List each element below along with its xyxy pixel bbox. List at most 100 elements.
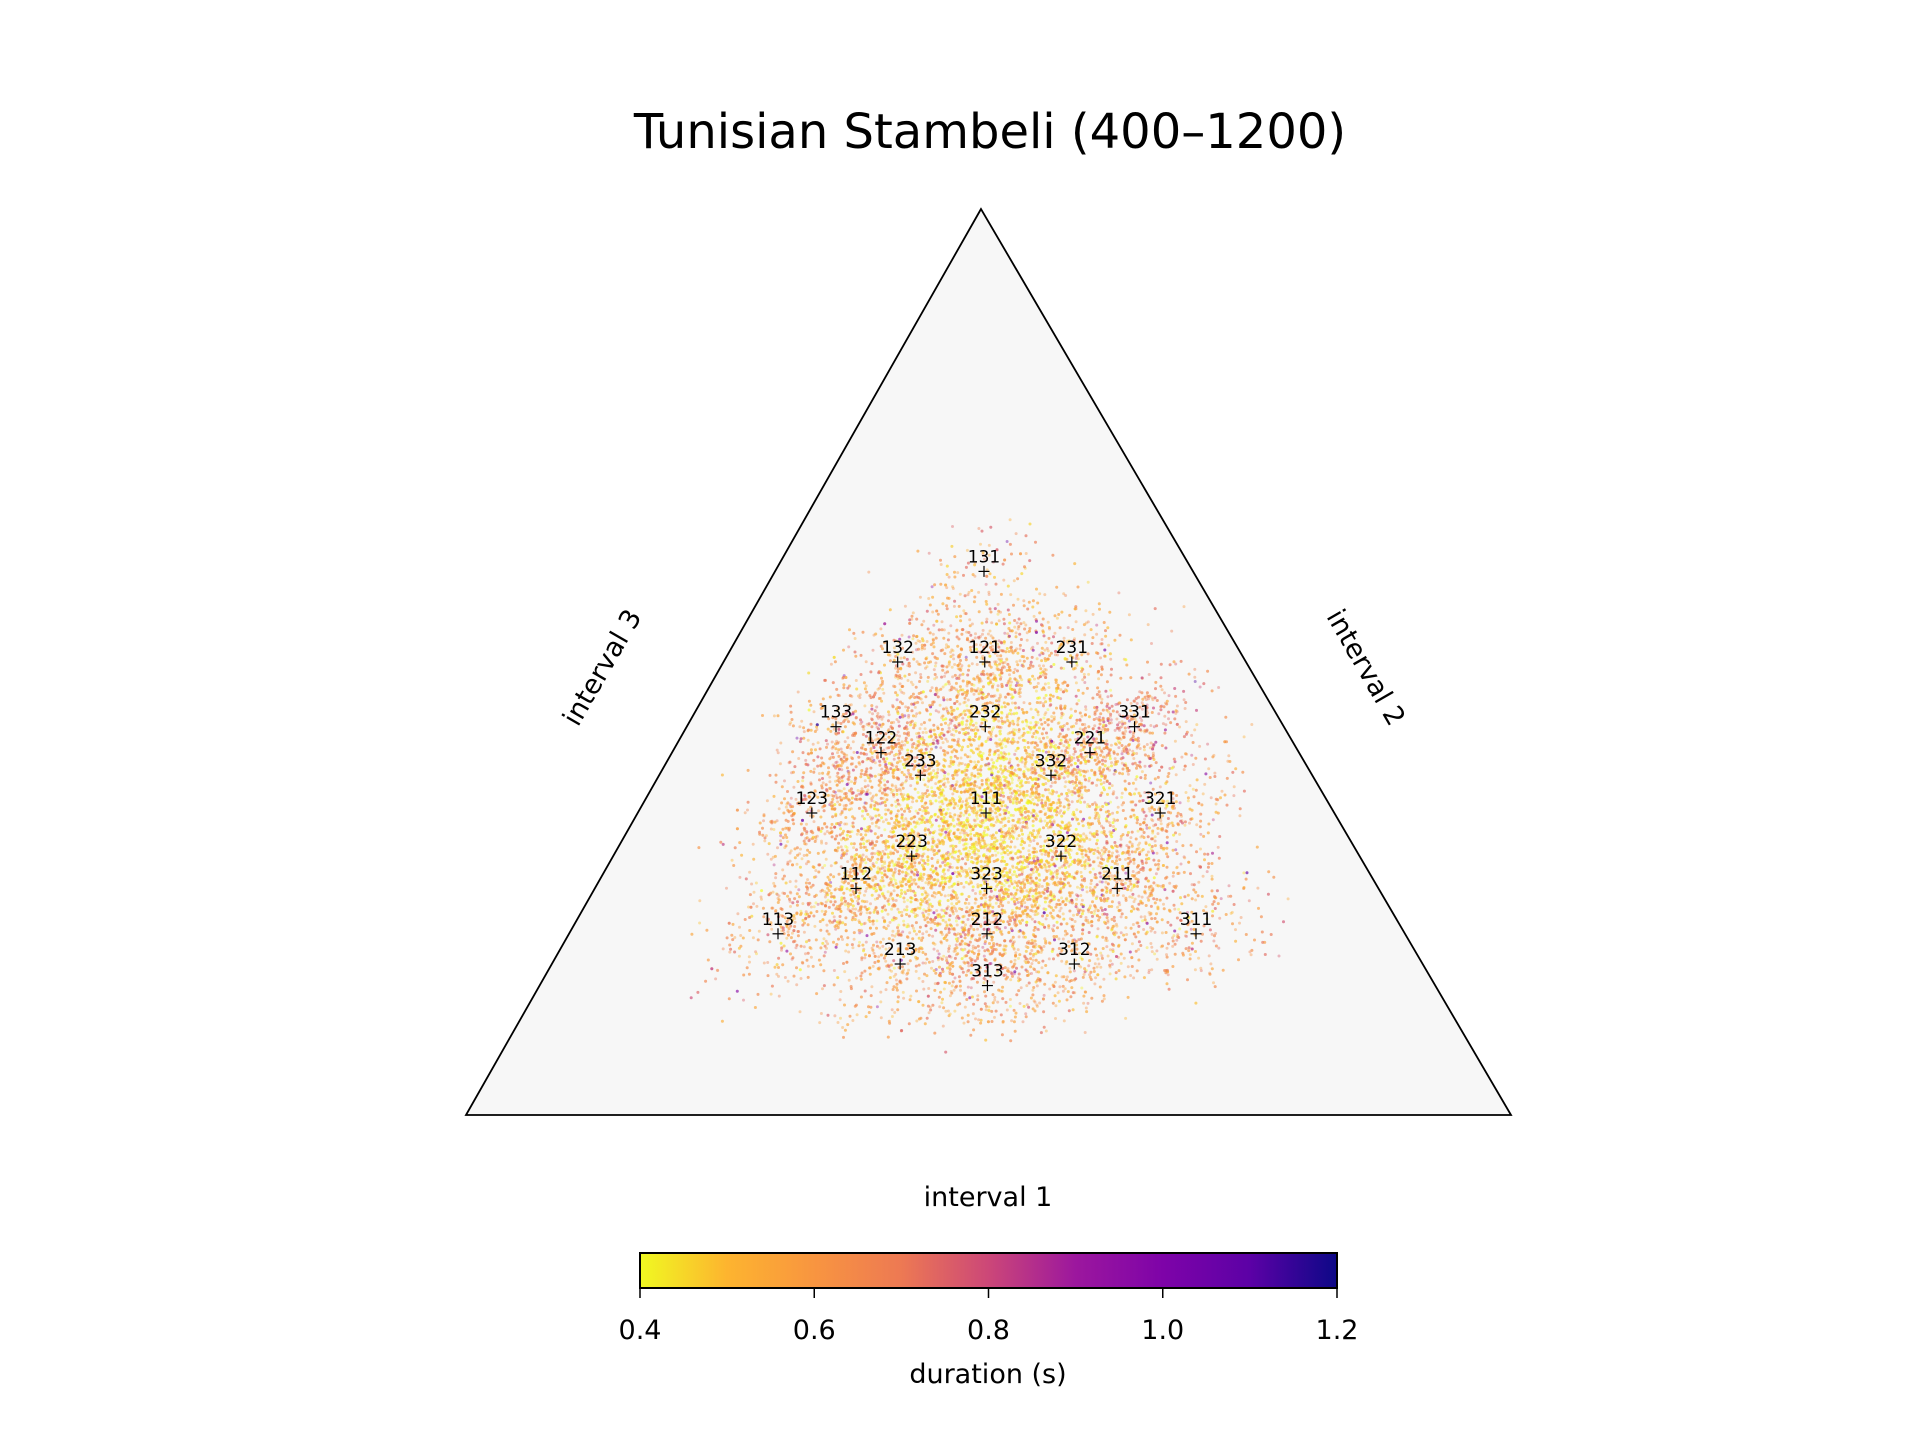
scatter-point <box>1038 835 1042 839</box>
scatter-point <box>947 575 951 579</box>
scatter-point <box>1099 854 1103 858</box>
scatter-point <box>816 902 820 906</box>
scatter-point <box>998 744 1002 748</box>
scatter-point <box>775 748 779 752</box>
scatter-point <box>858 931 862 935</box>
scatter-point <box>1009 791 1012 795</box>
scatter-point <box>990 730 994 734</box>
scatter-point <box>946 739 949 743</box>
scatter-point <box>844 949 848 953</box>
scatter-point <box>1051 871 1055 875</box>
scatter-point <box>862 893 866 897</box>
scatter-point <box>1063 903 1067 907</box>
scatter-point <box>840 809 844 813</box>
scatter-point <box>772 881 776 885</box>
scatter-point <box>926 994 930 998</box>
scatter-point <box>906 824 910 828</box>
scatter-point <box>997 753 1001 757</box>
scatter-point <box>932 738 936 742</box>
scatter-point <box>938 1005 942 1009</box>
scatter-point <box>759 895 763 899</box>
scatter-point <box>904 780 907 784</box>
scatter-point <box>946 780 950 784</box>
chart-title: Tunisian Stambeli (400–1200) <box>633 104 1346 160</box>
scatter-point <box>897 720 901 724</box>
scatter-point <box>817 772 821 775</box>
scatter-point <box>899 823 903 827</box>
scatter-point <box>947 885 951 889</box>
scatter-point <box>798 1010 802 1014</box>
scatter-point <box>945 924 949 928</box>
scatter-point <box>1068 863 1072 867</box>
scatter-point <box>970 961 974 965</box>
scatter-point <box>1119 931 1123 935</box>
scatter-point <box>926 916 929 920</box>
scatter-point <box>864 845 868 849</box>
scatter-point <box>973 819 977 823</box>
scatter-point <box>945 798 949 802</box>
scatter-point <box>937 832 941 836</box>
scatter-point <box>857 909 861 913</box>
scatter-point <box>766 852 770 856</box>
scatter-point <box>955 897 959 901</box>
scatter-point <box>1020 827 1023 831</box>
scatter-point <box>1044 811 1048 815</box>
scatter-point <box>1010 897 1014 901</box>
scatter-point <box>777 974 780 978</box>
scatter-point <box>1198 685 1202 689</box>
scatter-point <box>1155 949 1159 953</box>
scatter-point <box>975 876 979 880</box>
scatter-point <box>1108 948 1112 952</box>
scatter-point <box>930 966 933 970</box>
scatter-point <box>1110 784 1114 788</box>
scatter-point <box>956 932 960 936</box>
scatter-point <box>990 644 994 648</box>
scatter-point <box>1227 884 1231 888</box>
scatter-point <box>1013 845 1017 849</box>
scatter-point <box>809 791 813 795</box>
scatter-point <box>1000 756 1004 760</box>
scatter-point <box>894 804 898 808</box>
scatter-point <box>915 1019 919 1023</box>
scatter-point <box>1034 762 1038 765</box>
scatter-point <box>1049 817 1053 821</box>
scatter-point <box>891 929 895 933</box>
scatter-point <box>959 756 963 760</box>
scatter-point <box>823 822 826 826</box>
scatter-point <box>765 799 769 803</box>
scatter-point <box>1111 851 1114 855</box>
scatter-point <box>1147 697 1150 701</box>
scatter-point <box>1096 755 1099 759</box>
scatter-point <box>1017 817 1021 821</box>
scatter-point <box>1194 898 1198 902</box>
scatter-point <box>936 879 940 883</box>
scatter-point <box>1160 704 1164 708</box>
scatter-point <box>931 960 935 963</box>
scatter-point <box>1277 954 1281 958</box>
scatter-point <box>919 697 923 701</box>
scatter-point <box>1033 1000 1037 1004</box>
scatter-point <box>1030 771 1034 775</box>
scatter-point <box>863 921 867 925</box>
scatter-point <box>884 959 888 963</box>
scatter-point <box>1023 857 1027 861</box>
scatter-point <box>1149 867 1153 871</box>
scatter-point <box>821 866 825 870</box>
scatter-point <box>988 846 992 850</box>
scatter-point <box>849 746 853 750</box>
scatter-point <box>1102 977 1106 981</box>
scatter-point <box>1046 708 1050 712</box>
scatter-point <box>1229 911 1233 915</box>
scatter-point <box>1014 728 1018 732</box>
scatter-point <box>954 909 958 913</box>
scatter-point <box>830 740 834 744</box>
scatter-point <box>1219 897 1223 901</box>
scatter-point <box>935 774 939 778</box>
scatter-point <box>1054 1004 1058 1008</box>
scatter-point <box>1256 886 1260 890</box>
scatter-point <box>1099 656 1102 660</box>
scatter-point <box>772 863 776 867</box>
scatter-point <box>947 949 950 953</box>
scatter-point <box>894 800 898 804</box>
scatter-point <box>1116 862 1119 866</box>
